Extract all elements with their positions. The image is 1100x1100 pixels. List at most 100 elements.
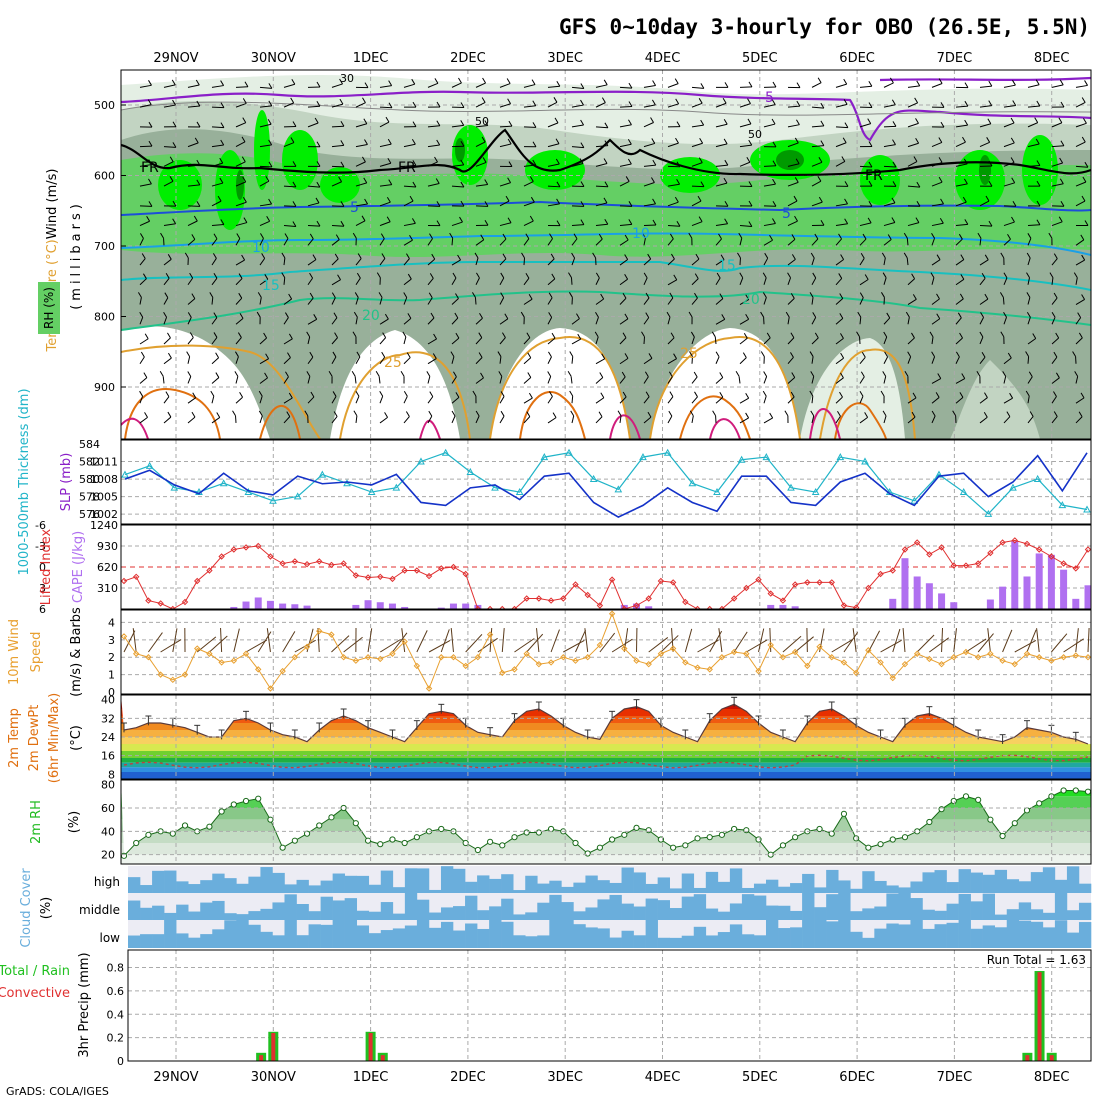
- wind-barb-staff: [691, 86, 704, 89]
- rh-marker: [889, 836, 896, 843]
- wind-barb-feather: [332, 391, 337, 397]
- li-marker: [669, 579, 677, 586]
- temperature-tick: 16: [101, 750, 115, 763]
- wind-barb-feather: [167, 332, 171, 339]
- wind-barb-staff: [571, 124, 584, 128]
- cloud-cell: [272, 872, 285, 893]
- wind-barb-staff: [1027, 238, 1032, 246]
- cloud-panel: high middle low Cloud Cover (%): [19, 866, 1092, 948]
- wind-barb-feather: [340, 120, 345, 127]
- wind-barb-feather: [219, 177, 224, 184]
- wind-barb-staff: [547, 337, 556, 345]
- wind-barb-feather: [964, 219, 969, 225]
- wind-barb-staff: [787, 239, 796, 246]
- cloud-cell: [188, 937, 201, 948]
- wind-barb-feather: [645, 292, 650, 299]
- cloud-cell: [790, 910, 803, 920]
- wind-barb-staff: [787, 337, 795, 345]
- cloud-cell: [284, 894, 297, 920]
- date-label-bottom: 8DEC: [1034, 1070, 1070, 1085]
- wind-barb-feather: [600, 392, 605, 399]
- wind-barb-feather: [669, 391, 674, 397]
- wind-barb-staff: [187, 277, 194, 286]
- wind-barb-staff: [403, 164, 416, 167]
- contour-freezing: [121, 128, 1091, 177]
- slp-tick: 1008: [90, 473, 118, 486]
- wind-barb-feather: [643, 272, 648, 279]
- wind-barb-staff: [283, 238, 289, 246]
- wind-barb-staff: [1027, 416, 1034, 424]
- wind-barb-feather: [163, 311, 168, 318]
- wind-barb-staff: [979, 200, 990, 207]
- cape-bar: [925, 583, 933, 609]
- li-marker: [523, 595, 530, 602]
- wind-barb-staff: [595, 397, 605, 404]
- li-marker: [633, 602, 640, 609]
- wind-barb-staff: [571, 238, 578, 246]
- wind-barb-staff: [451, 337, 460, 345]
- wind-barb-feather: [475, 410, 480, 417]
- wind-barb-feather: [745, 314, 750, 320]
- cloud-cell: [850, 888, 863, 893]
- cloud-cell: [308, 924, 321, 948]
- wind-barb-feather: [551, 273, 556, 280]
- wind-barb-staff: [403, 396, 408, 404]
- wind-barb-feather: [841, 156, 846, 162]
- wind-barb-feather: [1025, 390, 1030, 397]
- wind-barb-staff: [667, 201, 679, 207]
- cloud-cell: [1042, 912, 1056, 920]
- wind10m-barb: [987, 628, 991, 653]
- wind-barb-feather: [451, 410, 456, 417]
- wind-barb-feather: [580, 83, 585, 89]
- cape-bar: [364, 600, 372, 609]
- wind-barb-feather: [793, 195, 798, 202]
- wind-barb-staff: [787, 220, 798, 227]
- wind-barb-feather: [796, 100, 801, 107]
- wind-barb-feather: [624, 234, 629, 241]
- wind-barb-staff: [979, 336, 984, 345]
- wind-barb-feather: [148, 121, 153, 128]
- wind-barb-feather: [196, 121, 201, 128]
- wind-barb-feather: [355, 390, 360, 397]
- wind10m-barb: [916, 634, 935, 653]
- wind-barb-staff: [811, 356, 814, 364]
- wind-barb-feather: [239, 391, 244, 398]
- wind-barb-feather: [860, 253, 865, 259]
- cloud-cell: [946, 903, 959, 920]
- wind-barb-feather: [187, 312, 192, 318]
- rh-marker: [303, 830, 311, 837]
- wind-barb-feather: [880, 390, 885, 397]
- wind10m-barb: [282, 631, 296, 653]
- wind-barb-feather: [1081, 195, 1086, 202]
- wind-barb-feather: [472, 390, 477, 397]
- cloud-cell: [176, 904, 189, 920]
- li-marker: [645, 595, 652, 602]
- wind-barb-feather: [988, 220, 993, 227]
- wind-barb-feather: [339, 78, 343, 85]
- wind-barb-feather: [722, 97, 727, 104]
- wind-barb-feather: [886, 312, 891, 319]
- wind-barb-staff: [811, 145, 824, 148]
- wind-barb-staff: [475, 184, 488, 187]
- wind10m-barb: [880, 639, 902, 653]
- wind-barb-feather: [1003, 272, 1008, 279]
- wind-marker: [669, 645, 677, 652]
- cloud-cell: [164, 912, 177, 920]
- cape-axis-label: CAPE (J/kg): [71, 531, 86, 603]
- wind-barb-staff: [235, 297, 243, 305]
- wind-barb-feather: [316, 141, 321, 148]
- wind-barb-staff: [570, 376, 573, 384]
- wind-barb-feather: [977, 232, 982, 239]
- wind-barb-feather: [309, 272, 313, 279]
- wind-barb-staff: [1027, 356, 1030, 364]
- slp-tick: 1002: [90, 508, 118, 521]
- wind10m-barb: [746, 639, 768, 653]
- wind-barb-feather: [939, 217, 944, 224]
- wind-barb-staff: [883, 125, 896, 128]
- wind-barb-feather: [337, 274, 341, 280]
- wind-barb-feather: [889, 77, 894, 84]
- wind-marker: [303, 643, 311, 650]
- wind-barb-staff: [403, 143, 416, 148]
- cloud-cell: [1018, 881, 1032, 893]
